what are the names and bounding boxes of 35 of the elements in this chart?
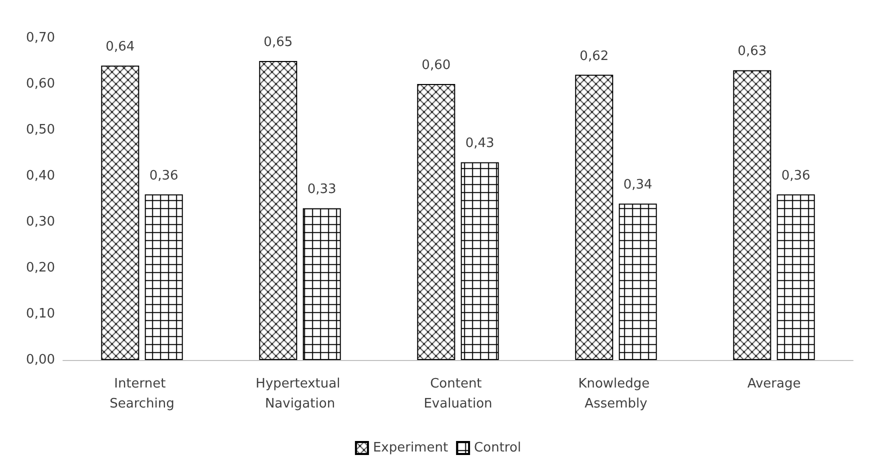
y-tick-label: 0,10 — [26, 306, 55, 322]
y-tick-label: 0,40 — [26, 168, 55, 184]
x-tick-label: Content Evaluation — [424, 376, 492, 412]
data-label: 0,64 — [106, 40, 135, 55]
y-tick-label: 0,60 — [26, 76, 55, 92]
data-label: 0,36 — [149, 168, 178, 184]
data-label: 0,63 — [738, 44, 767, 60]
bar — [259, 61, 298, 360]
y-tick-label: 0,20 — [26, 260, 55, 276]
bar — [776, 194, 815, 360]
y-tick-label: 0,70 — [26, 30, 55, 46]
bar — [618, 204, 657, 360]
bar — [144, 194, 183, 360]
data-label: 0,43 — [465, 136, 494, 152]
legend-label: Experiment — [372, 440, 448, 456]
data-label: 0,65 — [264, 35, 293, 50]
bar — [460, 162, 499, 360]
data-label: 0,33 — [307, 182, 336, 198]
x-tick-label: Hypertextual Navigation — [256, 376, 344, 412]
y-tick-label: 0,50 — [26, 122, 55, 138]
data-label: 0,34 — [623, 178, 652, 193]
data-label: 0,62 — [580, 48, 609, 64]
bar — [733, 70, 772, 360]
legend-label: Control — [474, 440, 522, 456]
y-tick-label: 0,00 — [26, 352, 55, 368]
bar — [417, 84, 456, 360]
bar — [302, 208, 341, 360]
x-tick-label: Average — [747, 376, 801, 392]
x-tick-label: Internet Searching — [110, 376, 174, 412]
data-label: 0,36 — [781, 168, 810, 184]
x-tick-label: Knowledge Assembly — [578, 376, 654, 412]
bar — [575, 74, 614, 360]
y-tick-label: 0,30 — [26, 214, 55, 230]
bar — [101, 66, 140, 360]
data-label: 0,60 — [422, 58, 451, 73]
